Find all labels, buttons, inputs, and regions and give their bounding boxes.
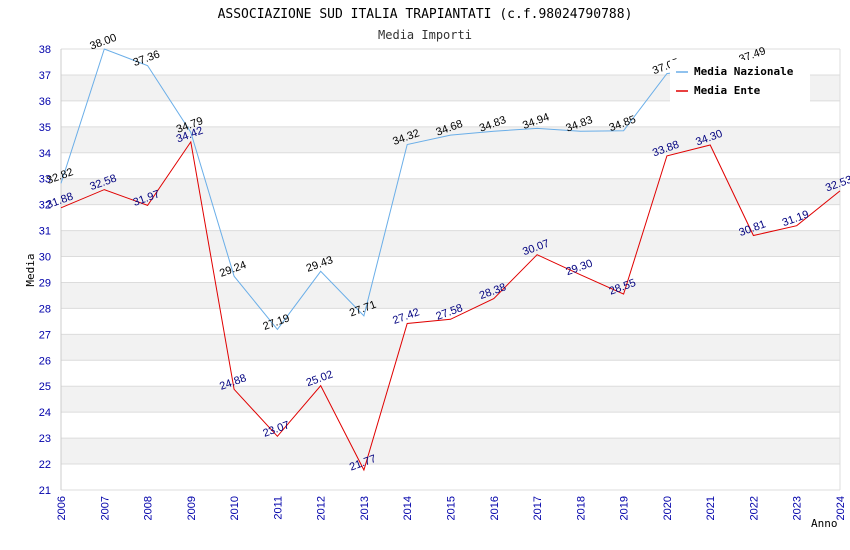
x-tick-label: 2023 — [792, 496, 804, 520]
y-tick-label: 35 — [39, 122, 51, 134]
grid-band — [61, 230, 840, 257]
y-tick-label: 34 — [39, 148, 51, 160]
legend-label-media-nazionale: Media Nazionale — [694, 65, 794, 78]
x-tick-label: 2006 — [56, 496, 68, 520]
grid-band — [61, 178, 840, 205]
grid-band — [61, 126, 840, 153]
x-tick-label: 2014 — [402, 496, 414, 520]
y-tick-label: 32 — [39, 200, 51, 212]
y-tick-label: 25 — [39, 381, 51, 393]
chart-subtitle: Media Importi — [378, 28, 472, 42]
y-tick-label: 38 — [39, 44, 51, 56]
y-tick-label: 33 — [39, 174, 51, 186]
grid-band — [61, 256, 840, 283]
x-tick-label: 2017 — [532, 496, 544, 520]
x-tick-label: 2007 — [99, 496, 111, 520]
chart-title: ASSOCIAZIONE SUD ITALIA TRAPIANTATI (c.f… — [218, 7, 633, 22]
grid-band — [61, 152, 840, 179]
grid-band — [61, 386, 840, 413]
legend: Media Nazionale Media Ente — [670, 60, 810, 102]
grid-bands — [60, 48, 841, 491]
grid-band — [61, 282, 840, 309]
grid-band — [61, 334, 840, 361]
y-axis-label: Media — [24, 253, 37, 286]
y-tick-label: 27 — [39, 329, 51, 341]
y-tick-label: 36 — [39, 96, 51, 108]
x-tick-label: 2020 — [662, 496, 674, 520]
y-tick-label: 26 — [39, 355, 51, 367]
legend-label-media-ente: Media Ente — [694, 84, 761, 97]
y-tick-label: 37 — [39, 70, 51, 82]
grid-band — [61, 204, 840, 231]
x-tick-label: 2011 — [272, 496, 284, 520]
x-tick-label: 2012 — [316, 496, 328, 520]
legend-background — [670, 60, 810, 102]
y-tick-label: 28 — [39, 303, 51, 315]
x-axis-ticks: 2006 2007 2008 2009 2010 2011 2012 2013 2014 2015… — [56, 496, 847, 520]
y-tick-label: 23 — [39, 433, 51, 445]
x-tick-label: 2022 — [748, 496, 760, 520]
x-tick-label: 2008 — [143, 496, 155, 520]
series-line-media-nazionale — [60, 48, 754, 331]
x-tick-label: 2019 — [619, 496, 631, 520]
x-tick-label: 2024 — [835, 496, 847, 520]
grid-band — [61, 308, 840, 335]
x-tick-label: 2010 — [229, 496, 241, 520]
grid-band — [61, 360, 840, 387]
x-tick-label: 2013 — [359, 496, 371, 520]
x-tick-label: 2016 — [489, 496, 501, 520]
x-axis-label: Anno — [811, 517, 838, 530]
y-tick-label: 21 — [39, 485, 51, 497]
series-lines — [60, 48, 841, 472]
x-tick-label: 2021 — [705, 496, 717, 520]
y-tick-label: 29 — [39, 277, 51, 289]
series-line-media-ente — [60, 140, 841, 472]
grid-band — [61, 438, 840, 465]
grid-band — [61, 100, 840, 127]
y-tick-label: 22 — [39, 459, 51, 471]
y-tick-label: 24 — [39, 407, 51, 419]
y-tick-label: 31 — [39, 226, 51, 238]
x-tick-label: 2018 — [575, 496, 587, 520]
x-tick-label: 2015 — [446, 496, 458, 520]
x-tick-label: 2009 — [186, 496, 198, 520]
grid-band — [61, 412, 840, 439]
y-axis-ticks: 21 22 23 24 25 26 27 28 29 30 31 32 33 34 35 36 37 38 — [39, 44, 51, 497]
y-tick-label: 30 — [39, 252, 51, 264]
grid-band — [61, 464, 840, 490]
